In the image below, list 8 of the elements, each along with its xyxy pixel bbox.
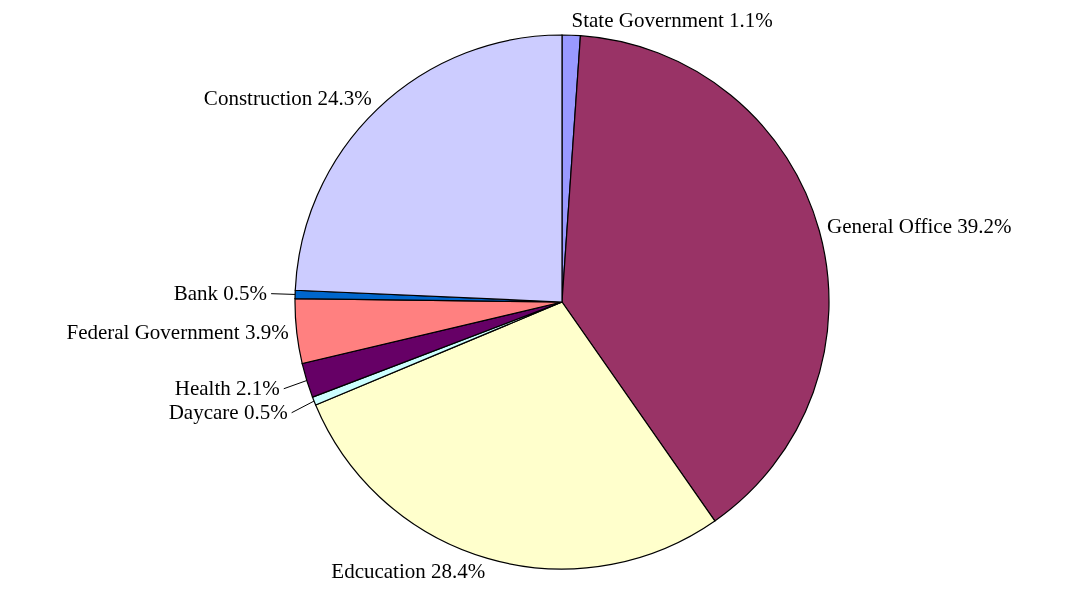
slice-label: Construction 24.3% xyxy=(203,85,372,110)
slice-label: State Government 1.1% xyxy=(571,8,773,33)
slice-label: Health 2.1% xyxy=(174,375,280,400)
slice-label: Edcucation 28.4% xyxy=(331,558,486,583)
slice-label: Daycare 0.5% xyxy=(168,399,288,424)
slice-label: Bank 0.5% xyxy=(173,280,268,305)
slice-label: Federal Government 3.9% xyxy=(66,319,289,344)
slice-label: General Office 39.2% xyxy=(827,214,1012,238)
